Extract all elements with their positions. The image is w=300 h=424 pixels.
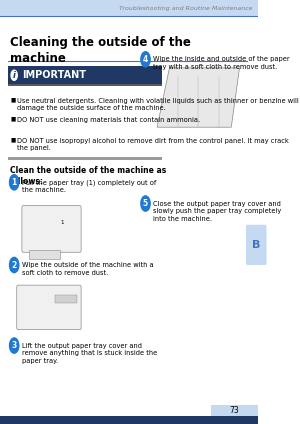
Bar — [8, 66, 162, 85]
Polygon shape — [157, 68, 239, 127]
Text: Use neutral detergents. Cleaning with volatile liquids such as thinner or benzin: Use neutral detergents. Cleaning with vo… — [17, 98, 298, 111]
Text: Lift the output paper tray cover and
remove anything that is stuck inside the
pa: Lift the output paper tray cover and rem… — [22, 343, 157, 364]
Text: DO NOT use cleaning materials that contain ammonia.: DO NOT use cleaning materials that conta… — [17, 117, 200, 123]
Bar — [55, 295, 77, 304]
Text: ■: ■ — [10, 138, 16, 143]
Circle shape — [10, 175, 19, 190]
Text: DO NOT use isopropyl alcohol to remove dirt from the control panel. It may crack: DO NOT use isopropyl alcohol to remove d… — [17, 138, 289, 151]
Text: 1: 1 — [11, 178, 17, 187]
Text: Cleaning the outside of the
machine: Cleaning the outside of the machine — [10, 36, 191, 65]
Bar — [0, 416, 257, 424]
Text: 5: 5 — [143, 199, 148, 208]
Bar — [8, 84, 162, 86]
Circle shape — [141, 196, 150, 211]
Text: Wipe the inside and outside of the paper
tray with a soft cloth to remove dust.: Wipe the inside and outside of the paper… — [153, 56, 290, 70]
Text: 4: 4 — [143, 55, 148, 64]
Text: Wipe the outside of the machine with a
soft cloth to remove dust.: Wipe the outside of the machine with a s… — [22, 262, 154, 276]
Bar — [0, 0, 257, 16]
Circle shape — [10, 338, 19, 353]
Text: 2: 2 — [11, 260, 17, 270]
Text: ■: ■ — [10, 117, 16, 122]
Text: 73: 73 — [230, 406, 239, 415]
Text: Close the output paper tray cover and
slowly push the paper tray completely
into: Close the output paper tray cover and sl… — [153, 201, 281, 222]
Text: Clean the outside of the machine as
follows:: Clean the outside of the machine as foll… — [10, 166, 166, 186]
Bar — [211, 405, 257, 416]
FancyBboxPatch shape — [17, 285, 81, 330]
Text: IMPORTANT: IMPORTANT — [22, 70, 86, 80]
Text: ■: ■ — [10, 98, 16, 103]
Text: B: B — [252, 240, 260, 250]
Text: 1: 1 — [60, 220, 64, 225]
Bar — [29, 250, 60, 259]
Text: i: i — [13, 71, 16, 80]
Circle shape — [11, 70, 17, 81]
Text: Troubleshooting and Routine Maintenance: Troubleshooting and Routine Maintenance — [119, 6, 252, 11]
Text: 3: 3 — [11, 341, 17, 350]
Circle shape — [10, 257, 19, 273]
FancyBboxPatch shape — [246, 225, 267, 265]
Bar — [8, 157, 162, 160]
FancyBboxPatch shape — [22, 206, 81, 252]
Circle shape — [141, 52, 150, 67]
Text: Pull the paper tray (1) completely out of
the machine.: Pull the paper tray (1) completely out o… — [22, 179, 156, 193]
